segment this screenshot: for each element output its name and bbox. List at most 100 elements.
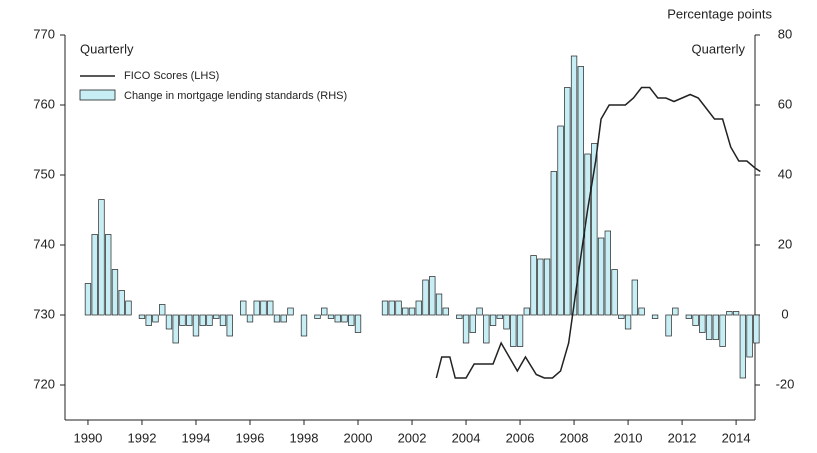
bar [537, 258, 544, 316]
bar [192, 314, 200, 337]
bar [348, 314, 355, 326]
bar [577, 66, 584, 316]
bar [469, 314, 476, 333]
y2-tick-label: 0 [781, 306, 788, 321]
legend-label: FICO Scores (LHS) [124, 70, 219, 82]
bar [280, 314, 287, 323]
bar [253, 300, 260, 316]
bar [753, 314, 760, 344]
bar [388, 300, 395, 316]
x-tick-label: 1992 [128, 430, 157, 445]
bar [516, 314, 524, 347]
bar [105, 234, 112, 316]
line [435, 86, 761, 379]
x-tick-label: 2004 [452, 430, 481, 445]
bar [172, 314, 179, 344]
bar [732, 311, 740, 316]
y-tick-label: 760 [33, 96, 55, 111]
bar [557, 125, 564, 316]
bar [510, 314, 517, 347]
bar [624, 314, 632, 330]
bar [341, 314, 348, 323]
bar [489, 314, 497, 326]
bar [273, 314, 281, 323]
bar [611, 269, 618, 316]
bar [462, 314, 470, 344]
x-tick-label: 1998 [290, 430, 319, 445]
y2-tick-label: -20 [776, 376, 795, 391]
bar [543, 258, 551, 316]
bar [111, 269, 119, 316]
x-tick-label: 1994 [182, 430, 211, 445]
bar [246, 314, 254, 323]
bar [651, 314, 659, 319]
bar [125, 300, 132, 316]
bar [314, 314, 321, 319]
bar [321, 307, 328, 316]
bar [395, 300, 402, 316]
y-tick-label: 740 [33, 236, 55, 251]
bar [84, 283, 92, 316]
bar [98, 199, 105, 316]
bar [199, 314, 206, 326]
bar [186, 314, 193, 326]
y2-tick-label: 80 [778, 26, 792, 41]
bar [523, 307, 530, 316]
bar [159, 304, 166, 316]
y-tick-label: 770 [33, 26, 55, 41]
bar [402, 307, 409, 316]
bar [483, 314, 490, 344]
bar [138, 314, 146, 319]
bar [91, 234, 98, 316]
bar [685, 314, 692, 319]
y-tick-label: 720 [33, 376, 55, 391]
bar [219, 314, 227, 326]
bar [422, 279, 429, 316]
bar [381, 300, 389, 316]
x-tick-label: 2010 [614, 430, 643, 445]
bar [267, 300, 274, 316]
bar [179, 314, 186, 326]
bar [692, 314, 699, 326]
bar [712, 314, 719, 340]
bar [213, 314, 220, 319]
y-tick-label: 730 [33, 306, 55, 321]
bar [145, 314, 152, 326]
bar [334, 314, 341, 323]
bar [638, 307, 645, 316]
bar [408, 307, 416, 316]
y2-unit: Percentage points [667, 6, 772, 21]
left-label: Quarterly [80, 41, 134, 56]
bar [550, 171, 557, 316]
y2-tick-label: 60 [778, 96, 792, 111]
bar [226, 314, 233, 337]
bar [300, 314, 308, 337]
bar [699, 314, 706, 333]
y-tick-label: 750 [33, 166, 55, 181]
bar [456, 314, 463, 319]
bar [739, 314, 746, 379]
x-tick-label: 2006 [506, 430, 535, 445]
y2-tick-label: 20 [778, 236, 792, 251]
bar [618, 314, 625, 319]
y2-tick-label: 40 [778, 166, 792, 181]
bar [496, 314, 503, 319]
x-tick-label: 2000 [344, 430, 373, 445]
x-tick-label: 2002 [398, 430, 427, 445]
bar [260, 300, 267, 316]
bar [604, 230, 611, 316]
bar [631, 279, 638, 316]
bar [746, 314, 753, 358]
bar [476, 307, 483, 316]
bar [152, 314, 159, 323]
bar [672, 307, 679, 316]
legend-label: Change in mortgage lending standards (RH… [124, 90, 348, 102]
x-tick-label: 2012 [668, 430, 697, 445]
bar [165, 314, 173, 330]
x-tick-label: 2008 [560, 430, 589, 445]
bar [429, 276, 436, 316]
bar [591, 143, 598, 316]
bar [206, 314, 213, 326]
bar [442, 307, 449, 316]
